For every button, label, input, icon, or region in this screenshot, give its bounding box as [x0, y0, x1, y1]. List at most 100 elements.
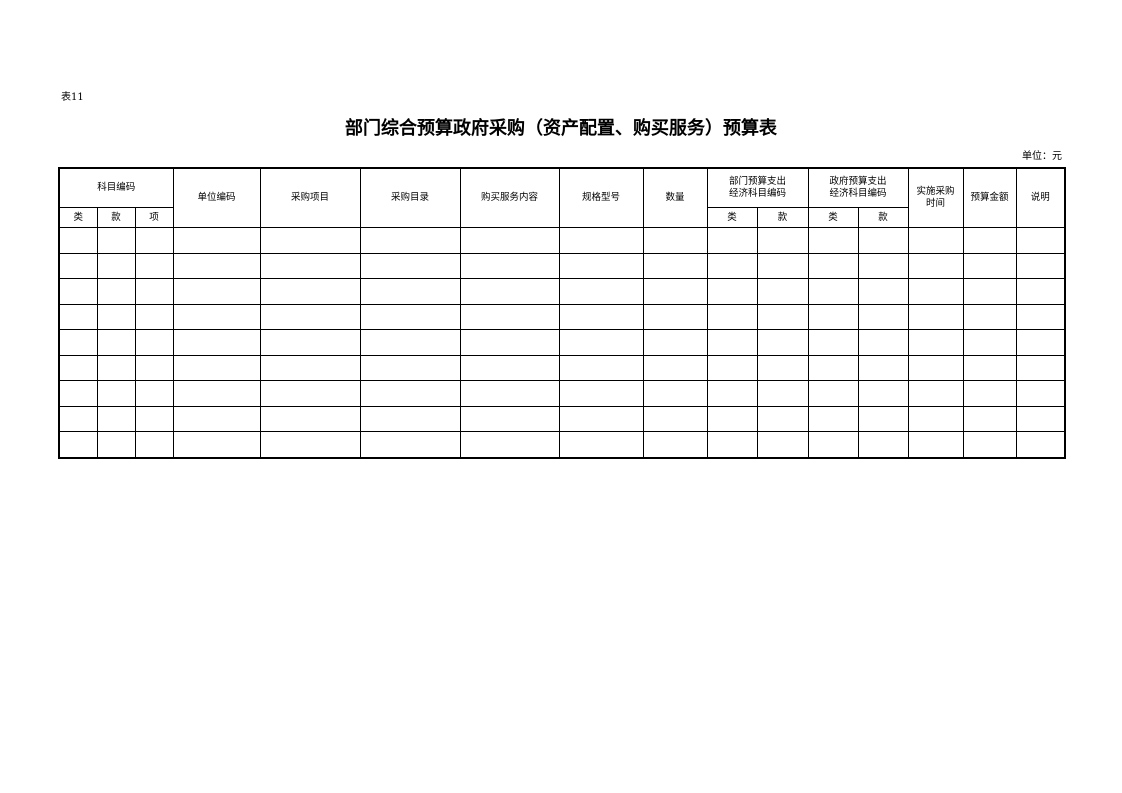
- table-cell[interactable]: [558, 431, 644, 458]
- table-cell[interactable]: [259, 278, 361, 305]
- table-cell[interactable]: [706, 380, 758, 407]
- table-cell[interactable]: [962, 431, 1017, 458]
- table-cell[interactable]: [1015, 329, 1066, 356]
- table-cell[interactable]: [857, 405, 909, 432]
- table-cell[interactable]: [359, 380, 461, 407]
- table-cell[interactable]: [459, 329, 560, 356]
- table-cell[interactable]: [172, 405, 261, 432]
- table-cell[interactable]: [642, 278, 708, 305]
- table-cell[interactable]: [558, 303, 644, 330]
- table-cell[interactable]: [134, 405, 174, 432]
- table-cell[interactable]: [172, 354, 261, 381]
- table-cell[interactable]: [58, 278, 98, 305]
- table-cell[interactable]: [962, 252, 1017, 279]
- table-cell[interactable]: [259, 329, 361, 356]
- table-cell[interactable]: [359, 329, 461, 356]
- table-cell[interactable]: [459, 252, 560, 279]
- table-cell[interactable]: [642, 252, 708, 279]
- table-cell[interactable]: [558, 278, 644, 305]
- table-cell[interactable]: [756, 354, 809, 381]
- table-cell[interactable]: [642, 227, 708, 254]
- table-cell[interactable]: [58, 431, 98, 458]
- table-cell[interactable]: [58, 354, 98, 381]
- table-cell[interactable]: [558, 252, 644, 279]
- table-cell[interactable]: [172, 380, 261, 407]
- table-cell[interactable]: [259, 303, 361, 330]
- table-cell[interactable]: [259, 431, 361, 458]
- table-cell[interactable]: [857, 380, 909, 407]
- table-cell[interactable]: [962, 278, 1017, 305]
- table-cell[interactable]: [259, 405, 361, 432]
- table-cell[interactable]: [1015, 431, 1066, 458]
- table-cell[interactable]: [756, 405, 809, 432]
- table-cell[interactable]: [134, 252, 174, 279]
- table-cell[interactable]: [962, 380, 1017, 407]
- table-cell[interactable]: [172, 303, 261, 330]
- table-cell[interactable]: [706, 252, 758, 279]
- table-cell[interactable]: [96, 431, 136, 458]
- table-cell[interactable]: [558, 380, 644, 407]
- table-cell[interactable]: [134, 303, 174, 330]
- table-cell[interactable]: [459, 431, 560, 458]
- table-cell[interactable]: [58, 405, 98, 432]
- table-cell[interactable]: [642, 380, 708, 407]
- table-cell[interactable]: [96, 303, 136, 330]
- table-cell[interactable]: [359, 303, 461, 330]
- table-cell[interactable]: [1015, 227, 1066, 254]
- table-cell[interactable]: [1015, 252, 1066, 279]
- table-cell[interactable]: [359, 431, 461, 458]
- table-cell[interactable]: [359, 354, 461, 381]
- table-cell[interactable]: [58, 227, 98, 254]
- table-cell[interactable]: [706, 278, 758, 305]
- table-cell[interactable]: [857, 303, 909, 330]
- table-cell[interactable]: [459, 303, 560, 330]
- table-cell[interactable]: [807, 354, 859, 381]
- table-cell[interactable]: [642, 354, 708, 381]
- table-cell[interactable]: [1015, 380, 1066, 407]
- table-cell[interactable]: [706, 303, 758, 330]
- table-cell[interactable]: [642, 405, 708, 432]
- table-cell[interactable]: [807, 252, 859, 279]
- table-cell[interactable]: [96, 252, 136, 279]
- table-cell[interactable]: [1015, 405, 1066, 432]
- table-cell[interactable]: [807, 278, 859, 305]
- table-cell[interactable]: [96, 405, 136, 432]
- table-cell[interactable]: [857, 227, 909, 254]
- table-cell[interactable]: [558, 354, 644, 381]
- table-cell[interactable]: [359, 278, 461, 305]
- table-cell[interactable]: [706, 227, 758, 254]
- table-cell[interactable]: [459, 227, 560, 254]
- table-cell[interactable]: [172, 227, 261, 254]
- table-cell[interactable]: [58, 303, 98, 330]
- table-cell[interactable]: [459, 380, 560, 407]
- table-cell[interactable]: [134, 329, 174, 356]
- table-cell[interactable]: [1015, 354, 1066, 381]
- table-cell[interactable]: [907, 252, 964, 279]
- table-cell[interactable]: [259, 227, 361, 254]
- table-cell[interactable]: [134, 227, 174, 254]
- table-cell[interactable]: [359, 405, 461, 432]
- table-cell[interactable]: [706, 354, 758, 381]
- table-cell[interactable]: [907, 278, 964, 305]
- table-cell[interactable]: [558, 227, 644, 254]
- table-cell[interactable]: [96, 227, 136, 254]
- table-cell[interactable]: [642, 431, 708, 458]
- table-cell[interactable]: [259, 380, 361, 407]
- table-cell[interactable]: [558, 329, 644, 356]
- table-cell[interactable]: [359, 227, 461, 254]
- table-cell[interactable]: [756, 278, 809, 305]
- table-cell[interactable]: [907, 329, 964, 356]
- table-cell[interactable]: [134, 431, 174, 458]
- table-cell[interactable]: [459, 278, 560, 305]
- table-cell[interactable]: [172, 252, 261, 279]
- table-cell[interactable]: [807, 227, 859, 254]
- table-cell[interactable]: [907, 303, 964, 330]
- table-cell[interactable]: [706, 431, 758, 458]
- table-cell[interactable]: [58, 329, 98, 356]
- table-cell[interactable]: [1015, 278, 1066, 305]
- table-cell[interactable]: [172, 329, 261, 356]
- table-cell[interactable]: [58, 252, 98, 279]
- table-cell[interactable]: [706, 329, 758, 356]
- table-cell[interactable]: [756, 303, 809, 330]
- table-cell[interactable]: [1015, 303, 1066, 330]
